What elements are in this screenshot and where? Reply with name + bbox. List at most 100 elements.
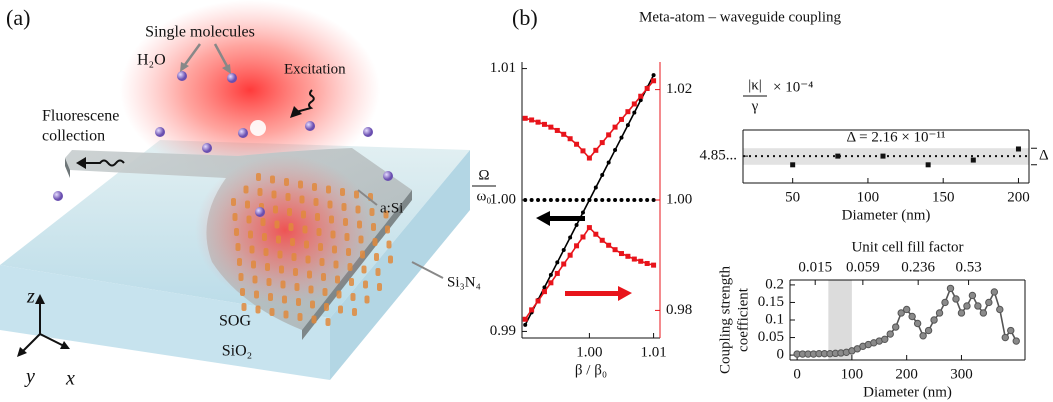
meta-atom	[332, 246, 337, 254]
y-multiplier: × 10⁻⁴	[773, 79, 813, 95]
axis-arrow	[565, 286, 632, 301]
meta-atom	[295, 283, 300, 291]
meta-atom	[371, 223, 376, 231]
data-point	[530, 198, 534, 202]
data-point	[645, 261, 650, 266]
meta-atom	[388, 256, 393, 264]
data-point	[555, 198, 559, 202]
meta-atom	[284, 311, 289, 319]
band-bracket	[1031, 148, 1037, 165]
label-collection: Fluorescene	[42, 108, 119, 125]
meta-atom	[236, 243, 241, 251]
panel-a: (a) Si	[0, 0, 481, 390]
y-axis-label: Coupling strength	[717, 266, 733, 374]
meta-atom	[304, 241, 309, 249]
molecule	[177, 71, 187, 81]
meta-atom	[326, 186, 331, 194]
data-point	[925, 327, 931, 333]
data-point	[562, 248, 566, 252]
data-point	[1002, 334, 1008, 340]
y-axis-label: Ω	[478, 167, 489, 183]
meta-atom	[352, 308, 357, 316]
meta-atom	[245, 201, 250, 209]
y-axis-label: |κ|	[748, 77, 762, 93]
meta-atom	[254, 291, 259, 299]
molecule	[238, 128, 248, 138]
meta-atom	[385, 226, 390, 234]
meta-atom	[326, 318, 331, 326]
meta-atom	[275, 221, 280, 229]
y2-tick-label: 0.98	[666, 302, 692, 318]
data-point	[548, 280, 553, 285]
x-tick-label: 200	[1007, 189, 1030, 205]
data-point	[625, 254, 630, 259]
meta-atom	[306, 256, 311, 264]
data-point	[1016, 146, 1021, 151]
meta-atom	[272, 191, 277, 199]
molecule	[202, 143, 212, 153]
data-point	[626, 198, 630, 202]
meta-atom	[298, 181, 303, 189]
meta-atom	[240, 288, 245, 296]
meta-atom	[256, 306, 261, 314]
data-point	[568, 235, 572, 239]
meta-atom	[256, 173, 261, 181]
y-axis-label: γ	[751, 98, 759, 114]
data-point	[600, 140, 605, 145]
data-line	[525, 228, 653, 320]
meta-atom	[324, 303, 329, 311]
meta-atom	[258, 188, 263, 196]
data-point	[574, 243, 579, 248]
data-point	[549, 198, 553, 202]
data-point	[638, 94, 643, 99]
meta-atom	[312, 316, 317, 324]
meta-atom	[377, 283, 382, 291]
y-tick-label: 0.1	[765, 311, 784, 327]
meta-atom	[284, 178, 289, 186]
annotation: Δ = 2.16 × 10⁻¹¹	[847, 129, 946, 145]
meta-atom	[348, 263, 353, 271]
meta-atom	[317, 228, 322, 236]
x2-axis-label: Unit cell fill factor	[851, 239, 963, 255]
molecule	[363, 127, 373, 137]
panel-title: Meta-atom – waveguide coupling	[639, 9, 842, 25]
data-point	[835, 154, 840, 159]
meta-atom	[307, 271, 312, 279]
meta-atom	[265, 263, 270, 271]
data-point	[562, 198, 566, 202]
data-point	[969, 292, 975, 298]
data-point	[964, 303, 970, 309]
figure: (a) Si	[0, 0, 1053, 402]
axis-z: z	[26, 286, 35, 308]
data-point	[953, 296, 959, 302]
molecule	[383, 171, 393, 181]
x-axis-label: Diameter (nm)	[842, 207, 931, 223]
data-point	[790, 162, 795, 167]
data-point	[561, 132, 566, 137]
label-excitation: Excitation	[284, 61, 346, 77]
meta-atom	[248, 231, 253, 239]
meta-atom	[346, 248, 351, 256]
data-point	[600, 198, 604, 202]
x2-tick-label: 0.53	[955, 259, 981, 275]
data-point	[632, 257, 637, 262]
data-point	[548, 125, 553, 130]
axis-y: y	[24, 366, 35, 388]
data-point	[1013, 338, 1019, 344]
data-point	[574, 142, 579, 147]
data-point	[645, 86, 650, 91]
data-point	[971, 158, 976, 163]
data-point	[619, 251, 624, 256]
meta-atom	[312, 183, 317, 191]
meta-atom	[278, 251, 283, 259]
meta-atom	[360, 251, 365, 259]
data-point	[581, 198, 585, 202]
meta-atom	[356, 206, 361, 214]
data-point	[625, 109, 630, 114]
data-point	[575, 198, 579, 202]
meta-atom	[239, 273, 244, 281]
data-point	[587, 198, 591, 202]
meta-atom	[349, 278, 354, 286]
x-tick-label: 100	[857, 189, 880, 205]
meta-atom	[276, 236, 281, 244]
